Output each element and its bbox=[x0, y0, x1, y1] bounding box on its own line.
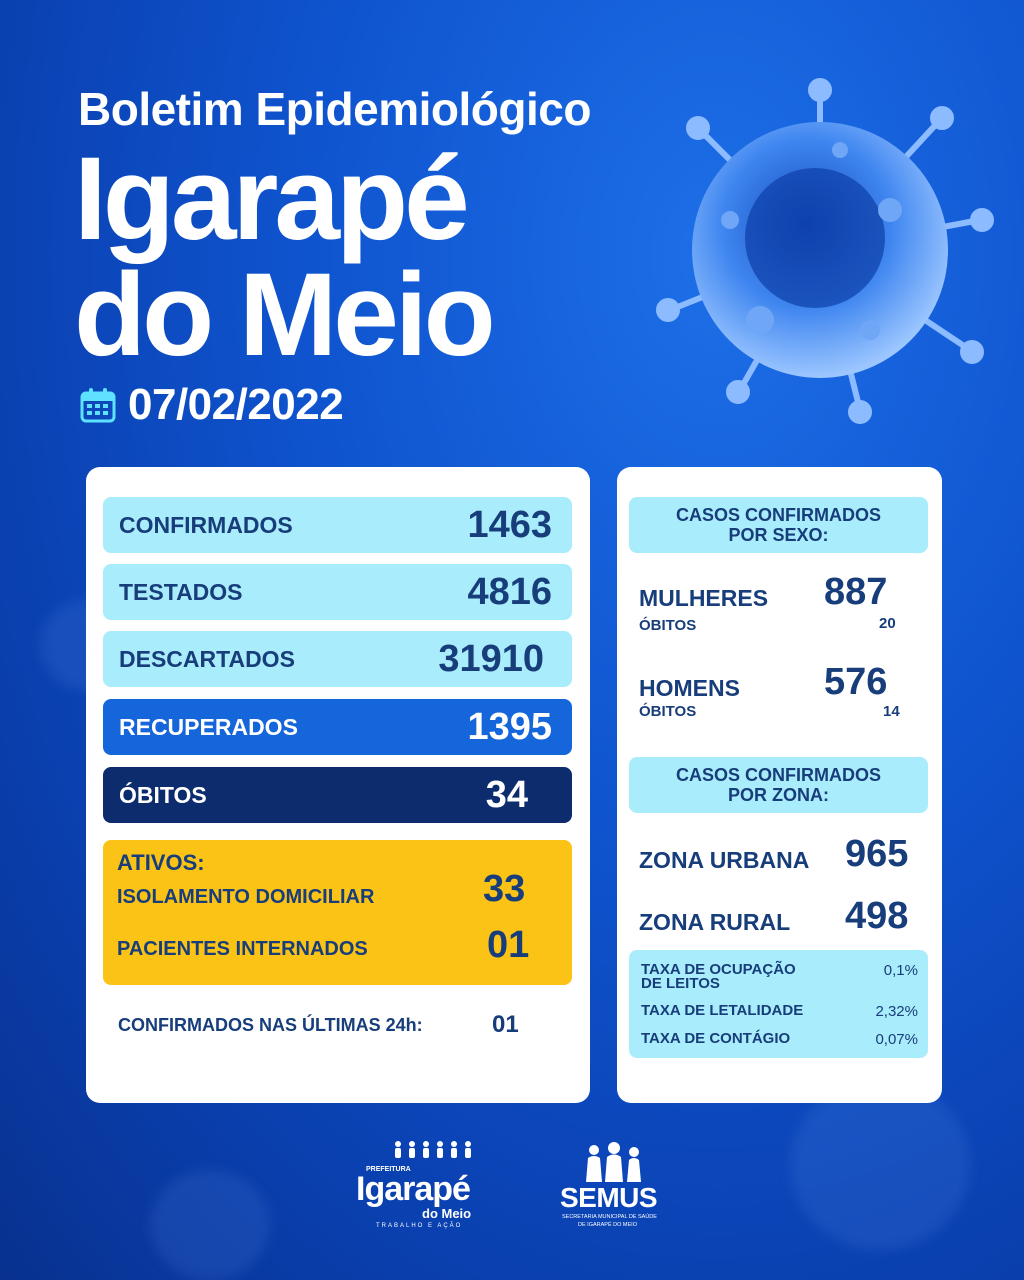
ultimas-24h-value: 01 bbox=[492, 1011, 519, 1038]
bulletin-date: 07/02/2022 bbox=[128, 380, 344, 429]
breakdown-card: CASOS CONFIRMADOS POR SEXO: MULHERES 887… bbox=[617, 467, 942, 1103]
obitos-row: ÓBITOS 34 bbox=[103, 767, 572, 823]
calendar-icon bbox=[80, 388, 116, 423]
letalidade-label: TAXA DE LETALIDADE bbox=[641, 1002, 804, 1019]
recuperados-row: RECUPERADOS 1395 bbox=[103, 699, 572, 755]
recuperados-label: RECUPERADOS bbox=[119, 713, 298, 740]
summary-card: CONFIRMADOS 1463 TESTADOS 4816 DESCARTAD… bbox=[86, 467, 590, 1103]
confirmados-value: 1463 bbox=[467, 503, 552, 546]
por-zona-heading-line1: CASOS CONFIRMADOS bbox=[675, 765, 881, 785]
ativos-box: ATIVOS: ISOLAMENTO DOMICILIAR 33 PACIENT… bbox=[103, 840, 572, 985]
prefeitura-motto: TRABALHO E AÇÃO bbox=[376, 1223, 463, 1229]
zona-rural-value: 498 bbox=[845, 895, 909, 937]
ultimas-24h-label: CONFIRMADOS NAS ÚLTIMAS 24h: bbox=[118, 1015, 423, 1035]
zona-rural-label: ZONA RURAL bbox=[639, 909, 791, 935]
virus-illustration bbox=[656, 78, 994, 424]
people-icon bbox=[395, 1141, 471, 1158]
ocupacao-value: 0,1% bbox=[883, 962, 918, 979]
homens-value: 576 bbox=[824, 661, 888, 703]
homens-label: HOMENS bbox=[639, 675, 740, 701]
zona-urbana-label: ZONA URBANA bbox=[639, 847, 810, 873]
taxas-box: TAXA DE OCUPAÇÃO DE LEITOS 0,1% TAXA DE … bbox=[629, 950, 928, 1058]
descartados-row: DESCARTADOS 31910 bbox=[103, 631, 572, 687]
background-virus-blur bbox=[790, 1080, 970, 1250]
internados-value: 01 bbox=[487, 924, 530, 966]
por-sexo-heading-line1: CASOS CONFIRMADOS bbox=[675, 505, 881, 525]
homens-obitos-label: ÓBITOS bbox=[639, 703, 697, 720]
confirmados-label: CONFIRMADOS bbox=[119, 511, 293, 538]
homens-obitos-value: 14 bbox=[883, 703, 900, 720]
confirmados-row: CONFIRMADOS 1463 bbox=[103, 497, 572, 553]
contagio-label: TAXA DE CONTÁGIO bbox=[641, 1030, 791, 1047]
semus-logo: SEMUS SECRETARIA MUNICIPAL DE SAÚDE DE I… bbox=[556, 1140, 672, 1232]
mulheres-value: 887 bbox=[824, 571, 888, 613]
isolamento-value: 33 bbox=[483, 868, 526, 910]
descartados-label: DESCARTADOS bbox=[119, 645, 295, 672]
testados-row: TESTADOS 4816 bbox=[103, 564, 572, 620]
por-sexo-heading-line2: POR SEXO: bbox=[728, 525, 829, 545]
descartados-value: 31910 bbox=[438, 637, 544, 680]
isolamento-label: ISOLAMENTO DOMICILIAR bbox=[117, 886, 375, 908]
obitos-value: 34 bbox=[485, 773, 528, 816]
ocupacao-label-line1: TAXA DE OCUPAÇÃO bbox=[641, 961, 796, 978]
mulheres-label: MULHERES bbox=[639, 585, 769, 611]
testados-value: 4816 bbox=[467, 570, 552, 613]
recuperados-value: 1395 bbox=[467, 705, 552, 748]
family-icon bbox=[586, 1142, 641, 1182]
ativos-title: ATIVOS: bbox=[117, 850, 205, 875]
por-sexo-heading: CASOS CONFIRMADOS POR SEXO: bbox=[629, 497, 928, 553]
prefeitura-sub: do Meio bbox=[422, 1206, 472, 1221]
prefeitura-logo: PREFEITURA Igarapé do Meio TRABALHO E AÇ… bbox=[352, 1140, 502, 1232]
por-zona-heading-line2: POR ZONA: bbox=[728, 785, 829, 805]
prefeitura-name: Igarapé bbox=[356, 1170, 471, 1208]
contagio-value: 0,07% bbox=[875, 1031, 918, 1048]
zona-urbana-value: 965 bbox=[845, 833, 909, 875]
mulheres-obitos-value: 20 bbox=[879, 615, 896, 632]
testados-label: TESTADOS bbox=[119, 578, 243, 605]
ocupacao-label-line2: DE LEITOS bbox=[641, 975, 720, 992]
date-row: 07/02/2022 bbox=[80, 380, 344, 430]
background-virus-blur bbox=[150, 1170, 270, 1280]
semus-name: SEMUS bbox=[560, 1182, 658, 1213]
obitos-label: ÓBITOS bbox=[119, 781, 207, 808]
semus-sub-line2: DE IGARAPÉ DO MEIO bbox=[578, 1222, 637, 1228]
prefeitura-small-label: PREFEITURA bbox=[366, 1166, 411, 1173]
mulheres-obitos-label: ÓBITOS bbox=[639, 617, 697, 634]
internados-label: PACIENTES INTERNADOS bbox=[117, 938, 368, 960]
letalidade-value: 2,32% bbox=[875, 1003, 918, 1020]
city-name-line2: do Meio bbox=[74, 249, 496, 381]
semus-sub-line1: SECRETARIA MUNICIPAL DE SAÚDE bbox=[562, 1214, 657, 1220]
por-zona-heading: CASOS CONFIRMADOS POR ZONA: bbox=[629, 757, 928, 813]
city-name-line1: Igarapé bbox=[74, 133, 470, 265]
bulletin-subtitle: Boletim Epidemiológico bbox=[78, 83, 591, 135]
